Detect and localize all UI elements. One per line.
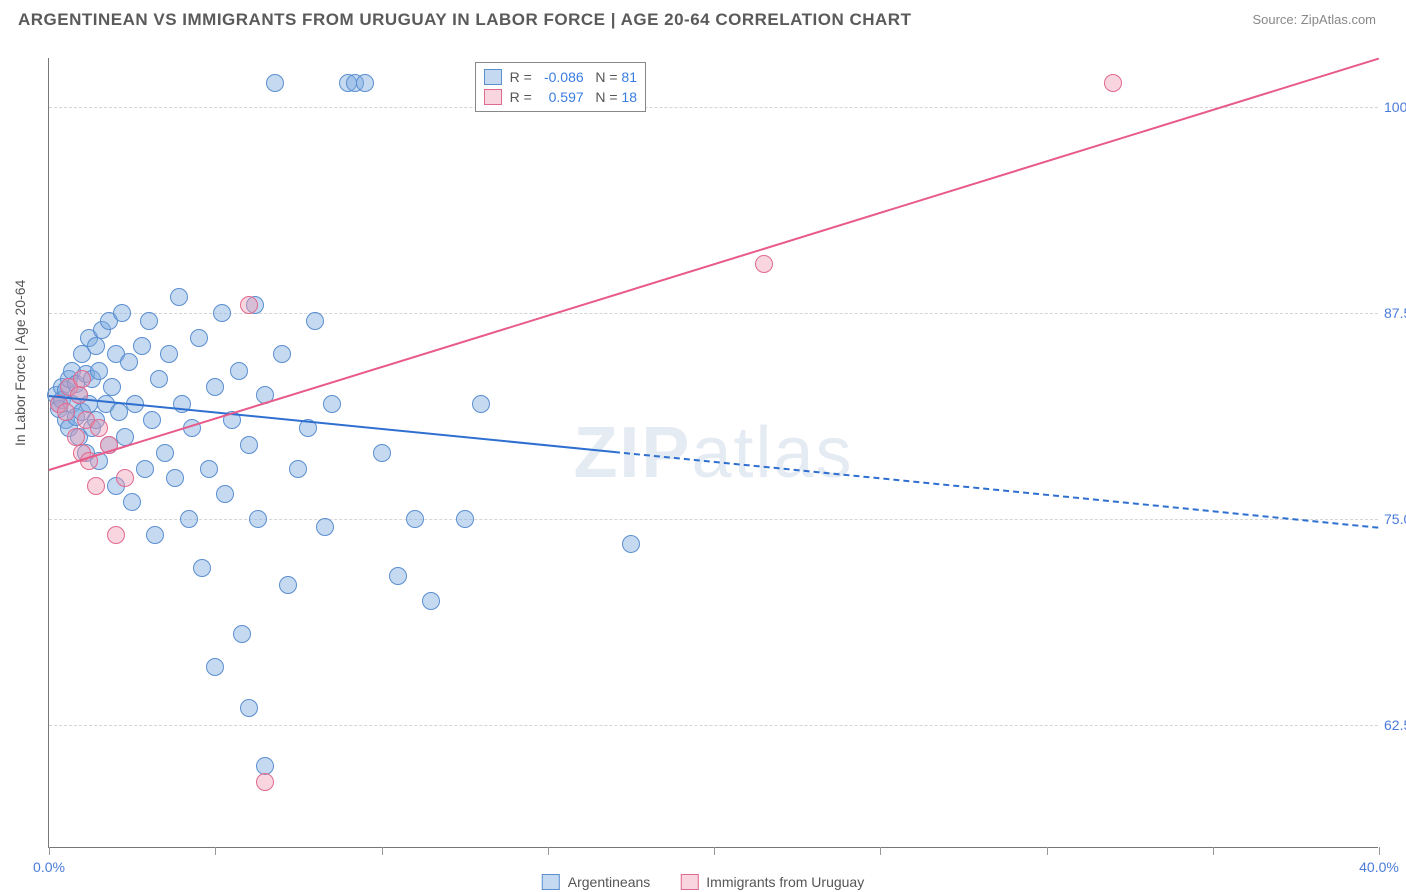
- data-point: [406, 510, 424, 528]
- data-point: [57, 403, 75, 421]
- x-tick: [382, 847, 383, 855]
- watermark-atlas: atlas: [691, 413, 853, 493]
- data-point: [146, 526, 164, 544]
- x-tick: [1047, 847, 1048, 855]
- data-point: [133, 337, 151, 355]
- data-point: [256, 757, 274, 775]
- data-point: [622, 535, 640, 553]
- data-point: [256, 773, 274, 791]
- legend-swatch: [680, 874, 698, 890]
- data-point: [170, 288, 188, 306]
- x-tick: [49, 847, 50, 855]
- x-tick: [1379, 847, 1380, 855]
- data-point: [1104, 74, 1122, 92]
- data-point: [87, 337, 105, 355]
- data-point: [240, 296, 258, 314]
- x-tick: [714, 847, 715, 855]
- trend-line: [49, 58, 1380, 471]
- source-label: Source: ZipAtlas.com: [1252, 12, 1376, 27]
- data-point: [123, 493, 141, 511]
- data-point: [422, 592, 440, 610]
- data-point: [136, 460, 154, 478]
- data-point: [87, 477, 105, 495]
- legend-swatch: [484, 69, 502, 85]
- data-point: [389, 567, 407, 585]
- data-point: [160, 345, 178, 363]
- data-point: [143, 411, 161, 429]
- y-axis-label: In Labor Force | Age 20-64: [12, 280, 28, 446]
- chart-container: ARGENTINEAN VS IMMIGRANTS FROM URUGUAY I…: [0, 0, 1406, 892]
- x-tick: [215, 847, 216, 855]
- data-point: [90, 362, 108, 380]
- data-point: [90, 419, 108, 437]
- chart-title: ARGENTINEAN VS IMMIGRANTS FROM URUGUAY I…: [18, 10, 911, 30]
- y-tick-label: 75.0%: [1384, 511, 1406, 527]
- data-point: [150, 370, 168, 388]
- data-point: [103, 378, 121, 396]
- data-point: [266, 74, 284, 92]
- y-tick-label: 87.5%: [1384, 305, 1406, 321]
- legend-label: Argentineans: [568, 874, 651, 890]
- gridline: [49, 519, 1378, 520]
- data-point: [213, 304, 231, 322]
- data-point: [323, 395, 341, 413]
- y-tick-label: 62.5%: [1384, 717, 1406, 733]
- data-point: [140, 312, 158, 330]
- stats-row: R = -0.086 N = 81: [484, 67, 637, 87]
- x-tick: [548, 847, 549, 855]
- gridline: [49, 107, 1378, 108]
- data-point: [755, 255, 773, 273]
- data-point: [273, 345, 291, 363]
- data-point: [193, 559, 211, 577]
- x-tick-label: 40.0%: [1359, 859, 1399, 875]
- data-point: [472, 395, 490, 413]
- data-point: [120, 353, 138, 371]
- data-point: [306, 312, 324, 330]
- plot-area: ZIPatlas 100.0%87.5%75.0%62.5%0.0%40.0%R…: [48, 58, 1378, 848]
- legend-item: Argentineans: [542, 874, 651, 890]
- data-point: [73, 370, 91, 388]
- stats-row: R = 0.597 N = 18: [484, 87, 637, 107]
- stats-text: R = -0.086 N = 81: [510, 69, 637, 85]
- data-point: [356, 74, 374, 92]
- data-point: [240, 699, 258, 717]
- legend-item: Immigrants from Uruguay: [680, 874, 864, 890]
- stats-text: R = 0.597 N = 18: [510, 89, 637, 105]
- data-point: [110, 403, 128, 421]
- data-point: [200, 460, 218, 478]
- data-point: [233, 625, 251, 643]
- data-point: [316, 518, 334, 536]
- data-point: [113, 304, 131, 322]
- data-point: [70, 386, 88, 404]
- data-point: [156, 444, 174, 462]
- legend-swatch: [542, 874, 560, 890]
- legend-swatch: [484, 89, 502, 105]
- trend-line: [614, 451, 1379, 529]
- data-point: [190, 329, 208, 347]
- data-point: [289, 460, 307, 478]
- data-point: [279, 576, 297, 594]
- data-point: [116, 469, 134, 487]
- data-point: [107, 526, 125, 544]
- x-tick-label: 0.0%: [33, 859, 65, 875]
- x-tick: [880, 847, 881, 855]
- data-point: [230, 362, 248, 380]
- data-point: [240, 436, 258, 454]
- data-point: [216, 485, 234, 503]
- gridline: [49, 725, 1378, 726]
- legend-label: Immigrants from Uruguay: [706, 874, 864, 890]
- data-point: [67, 428, 85, 446]
- data-point: [166, 469, 184, 487]
- data-point: [206, 378, 224, 396]
- x-tick: [1213, 847, 1214, 855]
- data-point: [456, 510, 474, 528]
- bottom-legend: Argentineans Immigrants from Uruguay: [542, 874, 864, 890]
- data-point: [373, 444, 391, 462]
- data-point: [206, 658, 224, 676]
- stats-box: R = -0.086 N = 81 R = 0.597 N = 18: [475, 62, 646, 112]
- data-point: [249, 510, 267, 528]
- data-point: [180, 510, 198, 528]
- y-tick-label: 100.0%: [1384, 99, 1406, 115]
